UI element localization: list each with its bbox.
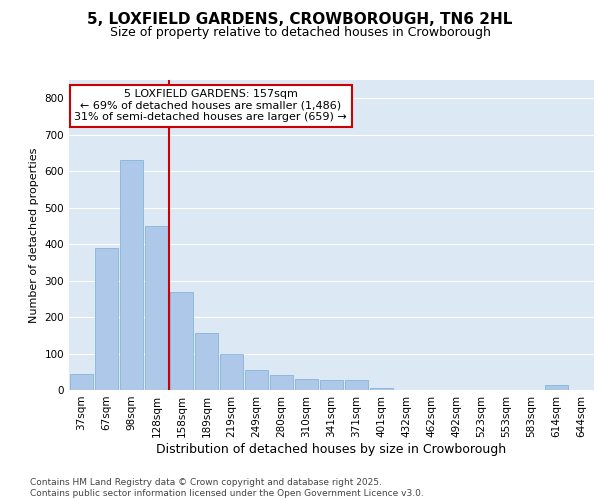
Text: 5, LOXFIELD GARDENS, CROWBOROUGH, TN6 2HL: 5, LOXFIELD GARDENS, CROWBOROUGH, TN6 2H…: [88, 12, 512, 28]
Bar: [95, 248, 118, 390]
Bar: [70, 374, 94, 390]
Bar: [370, 388, 394, 390]
Bar: [545, 384, 568, 390]
Bar: [194, 334, 218, 390]
Text: Contains HM Land Registry data © Crown copyright and database right 2025.
Contai: Contains HM Land Registry data © Crown c…: [30, 478, 424, 498]
Bar: [245, 370, 268, 390]
Y-axis label: Number of detached properties: Number of detached properties: [29, 148, 39, 322]
X-axis label: Distribution of detached houses by size in Crowborough: Distribution of detached houses by size …: [157, 442, 506, 456]
Bar: [220, 354, 244, 390]
Bar: [145, 226, 169, 390]
Text: Size of property relative to detached houses in Crowborough: Size of property relative to detached ho…: [110, 26, 490, 39]
Text: 5 LOXFIELD GARDENS: 157sqm
← 69% of detached houses are smaller (1,486)
31% of s: 5 LOXFIELD GARDENS: 157sqm ← 69% of deta…: [74, 90, 347, 122]
Bar: [119, 160, 143, 390]
Bar: [170, 292, 193, 390]
Bar: [344, 380, 368, 390]
Bar: [269, 376, 293, 390]
Bar: [320, 380, 343, 390]
Bar: [295, 379, 319, 390]
